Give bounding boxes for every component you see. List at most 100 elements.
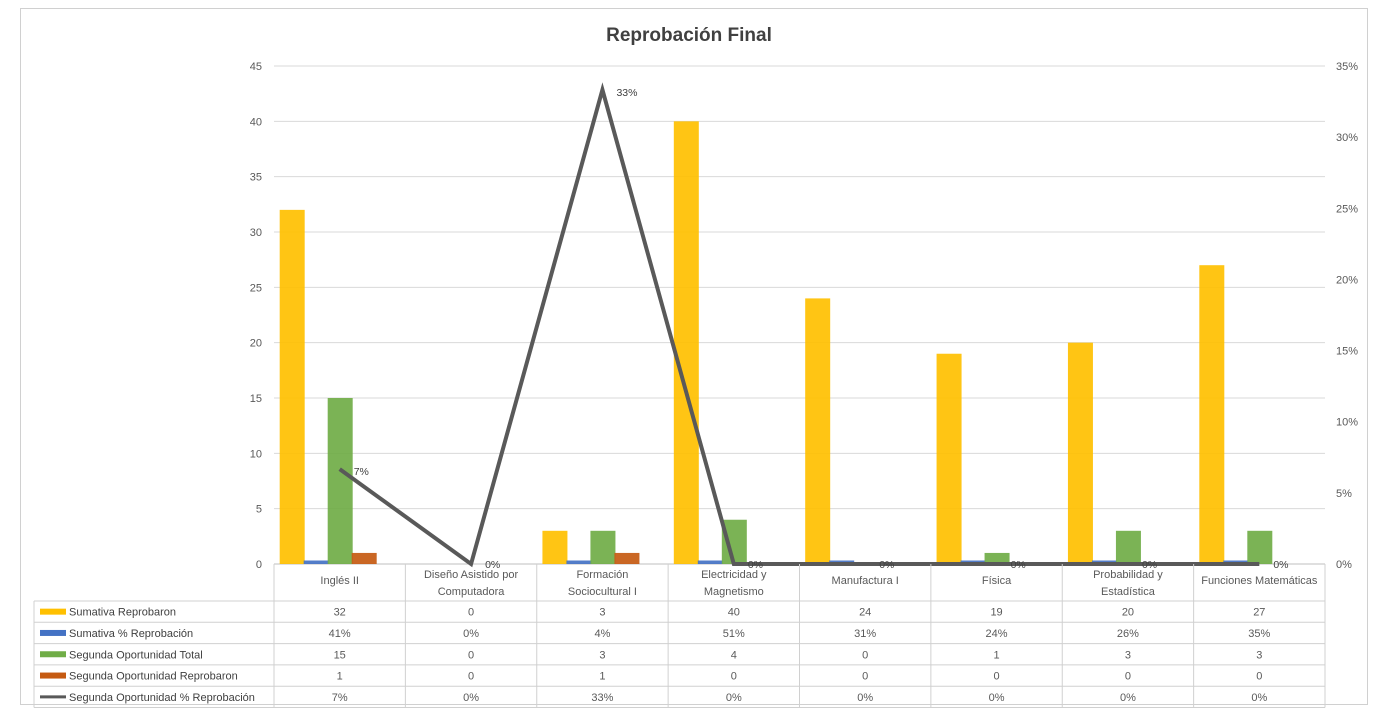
table-cell-value: 51% — [723, 628, 745, 640]
line-data-label: 33% — [616, 87, 637, 99]
category-label: Funciones Matemáticas — [1201, 575, 1318, 587]
bar — [673, 121, 699, 564]
data-table: Inglés II Diseño Asistido por Computadora F… — [33, 564, 1326, 708]
table-cell-value: 32 — [334, 607, 346, 619]
table-cell-value: 20 — [1122, 607, 1134, 619]
axes: 0 5 10 15 20 25 30 35 40 45 0% 5% 10% 15% 20% 25% 30% 35% — [250, 61, 1358, 571]
table-cell-value: 4% — [594, 628, 610, 640]
table-cell-value: 0% — [726, 692, 742, 704]
table-cell-value: 0 — [468, 649, 474, 661]
table-cell-value: 4 — [731, 649, 737, 661]
table-cell-value: 0 — [994, 671, 1000, 683]
table-cell-value: 0% — [463, 692, 479, 704]
table-cell-value: 35% — [1248, 628, 1270, 640]
legend-key — [40, 629, 66, 636]
table-cell-value: 0% — [989, 692, 1005, 704]
bar — [1199, 265, 1225, 564]
category-label: Estadística — [1101, 586, 1156, 598]
legend-series-name: Sumativa Reprobaron — [69, 607, 176, 619]
table-cell-value: 0% — [1120, 692, 1136, 704]
table-cell-value: 31% — [854, 628, 876, 640]
bar — [566, 560, 592, 564]
table-cell-value: 0 — [862, 649, 868, 661]
bar — [697, 560, 723, 564]
y-tick-label: 25 — [250, 282, 262, 294]
bar — [279, 209, 305, 564]
category-label: Inglés II — [320, 575, 359, 587]
bar — [351, 552, 377, 564]
y2-tick-label: 20% — [1336, 274, 1358, 286]
table-cell-value: 0 — [468, 671, 474, 683]
y-tick-label: 15 — [250, 393, 262, 405]
y2-tick-label: 30% — [1336, 132, 1358, 144]
category-label: Magnetismo — [704, 586, 764, 598]
table-cell-value: 27 — [1253, 607, 1265, 619]
bars — [279, 121, 1273, 564]
category-label: Electricidad y — [701, 569, 767, 581]
category-label: Computadora — [438, 586, 506, 598]
line-data-label: 0% — [1273, 559, 1288, 571]
y-tick-label: 30 — [250, 227, 262, 239]
y2-tick-label: 10% — [1336, 417, 1358, 429]
table-cell-value: 0% — [463, 628, 479, 640]
table-cell-value: 3 — [1125, 649, 1131, 661]
table-cell-value: 41% — [329, 628, 351, 640]
bar — [805, 298, 831, 564]
y-tick-label: 20 — [250, 338, 262, 350]
table-cell-value: 0% — [857, 692, 873, 704]
table-cell-value: 0% — [1251, 692, 1267, 704]
line-data-label: 0% — [485, 559, 500, 571]
table-cell-value: 15 — [334, 649, 346, 661]
line-data-label: 0% — [748, 559, 763, 571]
table-cell-value: 3 — [599, 649, 605, 661]
category-label: Formación — [576, 569, 628, 581]
legend-series-name: Segunda Oportunidad Total — [69, 649, 203, 661]
y2-tick-label: 15% — [1336, 346, 1358, 358]
bar — [1247, 530, 1273, 564]
bar — [1067, 342, 1093, 564]
table-cell-value: 24 — [859, 607, 871, 619]
bar — [327, 398, 353, 564]
category-label: Física — [982, 575, 1012, 587]
legend-series-name: Segunda Oportunidad Reprobaron — [69, 671, 238, 683]
category-label: Sociocultural I — [568, 586, 637, 598]
bar — [936, 353, 962, 564]
table-cell-value: 3 — [1256, 649, 1262, 661]
table-cell-value: 7% — [332, 692, 348, 704]
bar — [721, 519, 747, 564]
category-label: Manufactura I — [832, 575, 899, 587]
bar — [1115, 530, 1141, 564]
bar — [984, 552, 1010, 564]
chart-title: Reprobación Final — [606, 25, 772, 46]
line-data-label: 0% — [1142, 559, 1157, 571]
y-tick-label: 0 — [256, 559, 262, 571]
y2-tick-label: 5% — [1336, 488, 1352, 500]
line-data-label: 0% — [1011, 559, 1026, 571]
table-cell-value: 1 — [599, 671, 605, 683]
table-cell-value: 0 — [1256, 671, 1262, 683]
table-cell-value: 0 — [731, 671, 737, 683]
legend-series-name: Segunda Oportunidad % Reprobación — [69, 692, 255, 704]
y-tick-label: 35 — [250, 172, 262, 184]
category-label: Diseño Asistido por — [424, 569, 518, 581]
table-cell-value: 1 — [994, 649, 1000, 661]
bar — [614, 552, 640, 564]
table-cell-value: 24% — [986, 628, 1008, 640]
table-cell-value: 0 — [862, 671, 868, 683]
y-tick-label: 40 — [250, 116, 262, 128]
table-cell-value: 40 — [728, 607, 740, 619]
table-cell-value: 0 — [468, 607, 474, 619]
table-cell-value: 0 — [1125, 671, 1131, 683]
legend-key — [40, 651, 66, 658]
legend-key — [40, 672, 66, 679]
y2-tick-label: 25% — [1336, 203, 1358, 215]
category-label: Probabilidad y — [1093, 569, 1163, 581]
gridlines — [274, 65, 1325, 565]
bar — [542, 530, 568, 564]
y-tick-label: 5 — [256, 504, 262, 516]
line-data-label: 7% — [354, 466, 369, 478]
line-path — [338, 82, 1260, 568]
y2-tick-label: 0% — [1336, 559, 1352, 571]
bar — [303, 560, 329, 564]
